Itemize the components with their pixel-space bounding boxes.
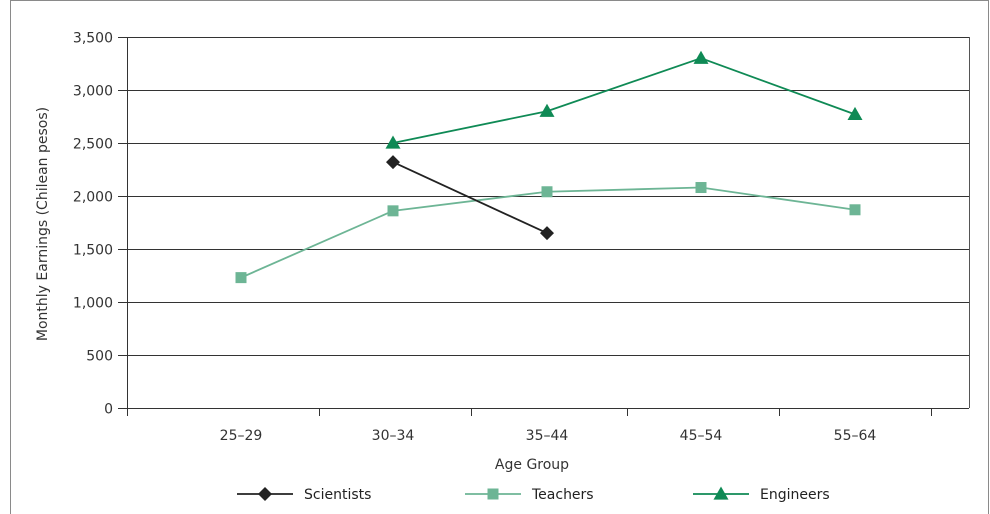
y-tick-label: 2,000 — [73, 190, 113, 206]
x-axis-title: Age Group — [495, 457, 569, 473]
legend-marker-teachers — [488, 489, 499, 500]
x-tick-label: 35–44 — [526, 428, 569, 444]
y-tick-label: 0 — [104, 402, 113, 418]
y-tick-label: 3,500 — [73, 31, 113, 47]
series-engineers — [386, 51, 863, 149]
legend-item-engineers: Engineers — [693, 487, 830, 504]
y-tick-label: 3,000 — [73, 84, 113, 100]
series-scientists — [386, 155, 554, 240]
data-point-teachers — [236, 272, 247, 283]
data-point-scientists — [540, 226, 554, 240]
y-tick-label: 500 — [86, 349, 113, 365]
data-point-teachers — [696, 182, 707, 193]
x-tick-label: 55–64 — [834, 428, 877, 444]
legend-label-teachers: Teachers — [531, 487, 594, 503]
data-point-teachers — [850, 204, 861, 215]
series-line-engineers — [393, 58, 855, 143]
y-tick-label: 1,000 — [73, 296, 113, 312]
legend-marker-scientists — [258, 487, 272, 501]
gridlines — [127, 37, 970, 408]
legend: Scientists Teachers Engineers — [237, 487, 830, 504]
x-tick-label: 30–34 — [372, 428, 415, 444]
data-point-teachers — [388, 205, 399, 216]
x-tick-label: 45–54 — [680, 428, 723, 444]
legend-item-teachers: Teachers — [465, 487, 594, 503]
series — [236, 51, 863, 283]
series-line-scientists — [393, 162, 547, 233]
data-point-engineers — [848, 107, 863, 120]
y-tick-label: 1,500 — [73, 243, 113, 259]
legend-marker-engineers — [714, 487, 729, 500]
legend-label-engineers: Engineers — [760, 487, 830, 503]
legend-item-scientists: Scientists — [237, 487, 371, 503]
x-tick-label: 25–29 — [220, 428, 263, 444]
data-point-scientists — [386, 155, 400, 169]
y-tick-label: 2,500 — [73, 137, 113, 153]
legend-label-scientists: Scientists — [304, 487, 371, 503]
axes: 0 500 1,000 1,500 2,000 2,500 3,000 3,500 25–29 3… — [73, 31, 969, 445]
data-point-engineers — [694, 51, 709, 64]
y-axis-title: Monthly Earnings (Chilean pesos) — [35, 107, 51, 341]
data-point-teachers — [542, 186, 553, 197]
